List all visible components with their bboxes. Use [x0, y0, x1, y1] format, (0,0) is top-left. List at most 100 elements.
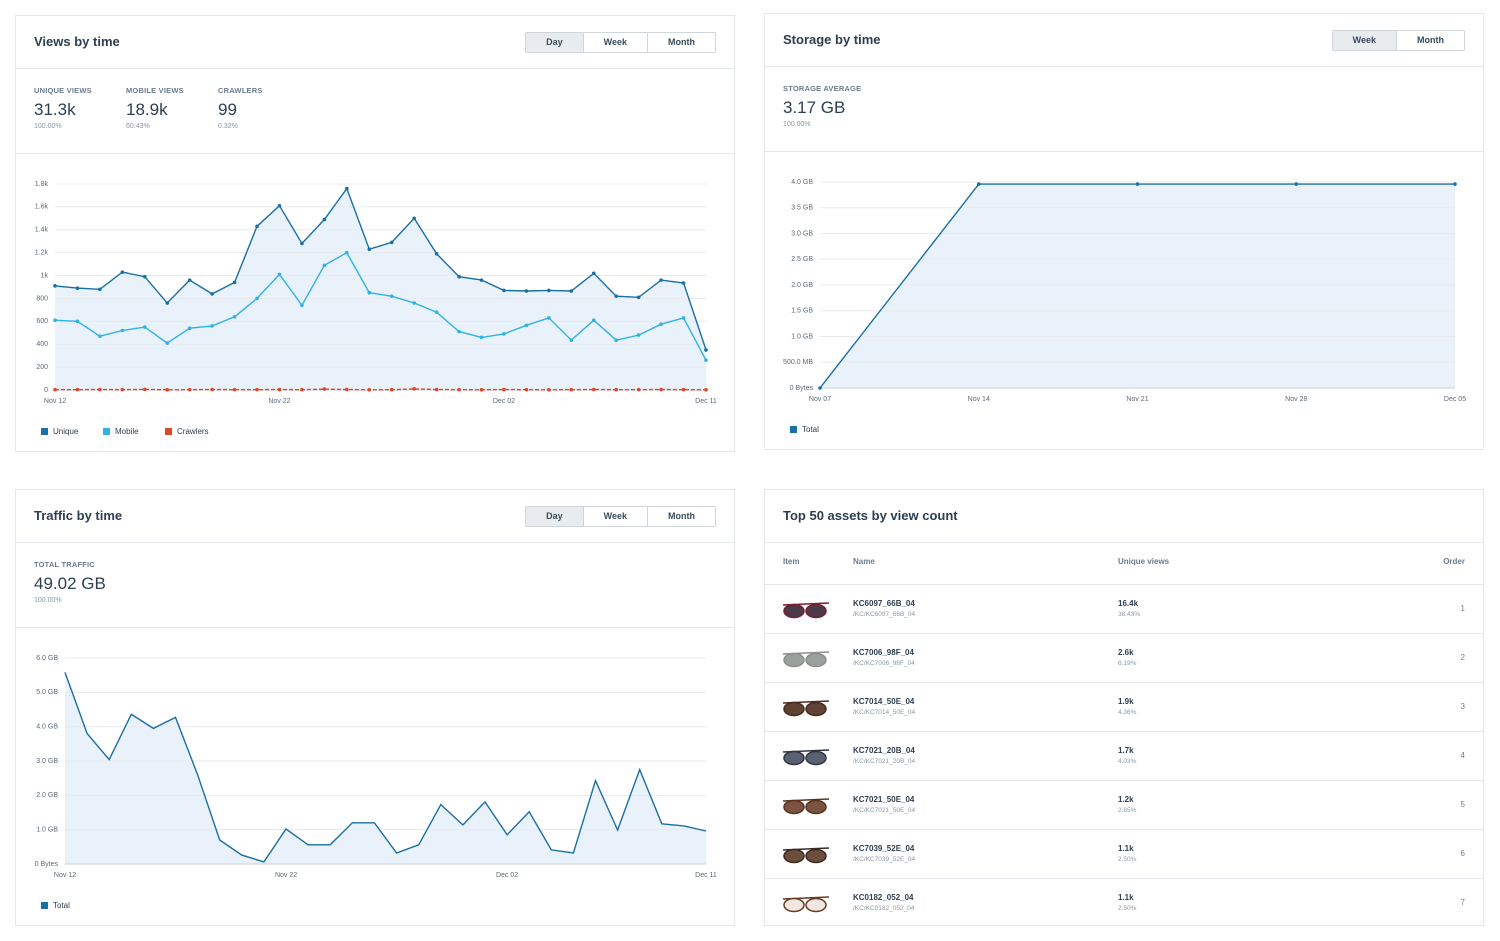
- point: [322, 387, 327, 391]
- period-button[interactable]: Day: [526, 33, 583, 52]
- x-tick-label: Nov 21: [1126, 396, 1148, 403]
- table-row[interactable]: KC6097_66B_04/KC/KC6097_66B_04 16.4k 38.43…: [765, 584, 1483, 634]
- table-row[interactable]: KC7021_20B_04/KC/KC7021_20B_04 1.7k 4.03% 4: [765, 731, 1483, 781]
- y-tick-label: 3.5 GB: [791, 205, 813, 212]
- product-image: [782, 602, 830, 619]
- period-button[interactable]: Week: [582, 33, 647, 52]
- y-tick-label: 1.0 GB: [791, 333, 813, 340]
- lens: [783, 848, 805, 864]
- asset-path: /KC/KC7021_50E_04: [853, 807, 916, 814]
- point: [457, 329, 461, 334]
- point: [389, 240, 394, 245]
- period-button[interactable]: Week: [1332, 31, 1396, 50]
- point: [412, 216, 416, 221]
- point: [636, 387, 641, 392]
- asset-path: /KC/KC7021_20B_04: [853, 758, 916, 765]
- table-row[interactable]: KC0182_052_04/KC/KC0182_052_04 1.1k 2.50% 7: [765, 878, 1483, 928]
- y-tick-label: 0: [44, 387, 48, 394]
- point: [345, 186, 349, 191]
- stat-label: CRAWLERS: [218, 86, 263, 95]
- series-line: [54, 251, 707, 361]
- point: [232, 387, 237, 392]
- panel-title: Top 50 assets by view count: [783, 508, 958, 523]
- y-tick-label: 1.2k: [35, 250, 49, 257]
- lens: [783, 652, 805, 668]
- product-image: [782, 896, 830, 913]
- area: [65, 672, 706, 864]
- point: [389, 294, 394, 298]
- asset-views: 1.9k: [1118, 697, 1134, 706]
- y-tick-label: 2.0 GB: [791, 282, 813, 289]
- button-group: Week Month: [1331, 30, 1465, 51]
- point: [367, 290, 372, 295]
- asset-name: KC0182_052_04: [853, 893, 914, 902]
- asset-name: KC7014_50E_04: [853, 697, 915, 706]
- point: [367, 247, 372, 252]
- button-group: Day Week Month: [525, 506, 716, 527]
- y-tick-label: 2.5 GB: [791, 256, 813, 263]
- table-row[interactable]: KC7021_50E_04/KC/KC7021_50E_04 1.2k 2.85% 5: [765, 780, 1483, 830]
- point: [457, 274, 461, 279]
- point: [75, 319, 80, 324]
- point: [502, 288, 506, 293]
- stat-value: 31.3k: [34, 100, 76, 119]
- x-tick-label: Nov 14: [968, 396, 990, 403]
- stat: UNIQUE VIEWS 31.3k 100.00%: [34, 86, 92, 130]
- legend-label: Unique: [53, 427, 79, 436]
- asset-order: 2: [1460, 653, 1465, 662]
- point: [367, 387, 372, 392]
- stat-share: 100.00%: [34, 597, 62, 604]
- period-button[interactable]: Week: [582, 507, 647, 526]
- asset-order: 5: [1460, 800, 1465, 809]
- asset-path: /KC/KC0182_052_04: [853, 905, 915, 912]
- stat: TOTAL TRAFFIC 49.02 GB 100.00%: [34, 560, 106, 604]
- point: [818, 386, 822, 390]
- panel-title: Traffic by time: [34, 508, 123, 523]
- series-line: [55, 388, 707, 391]
- point: [142, 387, 147, 392]
- y-tick-label: 500.0 MB: [783, 359, 813, 366]
- stat-label: TOTAL TRAFFIC: [34, 560, 95, 569]
- chart: 0 Bytes 1.0 GB 2.0 GB 3.0 GB 4.0 GB 5.0 GB 6.0…: [35, 655, 717, 910]
- panel: Top 50 assets by view count Item Name Uniqu…: [764, 489, 1484, 926]
- asset-share: 4.03%: [1118, 758, 1137, 765]
- lens: [805, 799, 827, 815]
- button-group: Day Week Month: [525, 32, 716, 53]
- point: [300, 241, 304, 246]
- point: [165, 301, 170, 305]
- divider: [765, 151, 1483, 152]
- period-button[interactable]: Month: [1396, 31, 1464, 50]
- point: [210, 324, 214, 328]
- period-button[interactable]: Month: [647, 33, 715, 52]
- point: [614, 387, 619, 392]
- table-row[interactable]: KC7006_98F_04/KC/KC7006_98F_04 2.6k 6.19% 2: [765, 633, 1483, 683]
- point: [636, 333, 641, 337]
- product-image: [782, 651, 830, 668]
- point: [659, 387, 663, 392]
- legend-swatch: [790, 426, 797, 433]
- period-button[interactable]: Month: [647, 507, 715, 526]
- stat-share: 0.32%: [218, 123, 238, 130]
- table-row[interactable]: KC7039_52E_04/KC/KC7039_52E_04 1.1k 2.50% 6: [765, 829, 1483, 879]
- point: [976, 182, 981, 186]
- y-tick-label: 400: [36, 341, 48, 348]
- period-button[interactable]: Day: [526, 507, 583, 526]
- point: [659, 322, 663, 326]
- x-tick-label: Nov 12: [44, 398, 66, 405]
- divider: [16, 542, 734, 543]
- point: [120, 270, 125, 274]
- point: [457, 387, 461, 392]
- point: [75, 387, 80, 392]
- asset-name: KC7006_98F_04: [853, 648, 914, 657]
- point: [547, 387, 551, 392]
- product-image: [782, 847, 830, 864]
- stat: CRAWLERS 99 0.32%: [218, 86, 263, 130]
- asset-views: 16.4k: [1118, 599, 1139, 608]
- x-tick-label: Dec 11: [695, 872, 717, 879]
- legend-swatch: [103, 428, 110, 435]
- y-tick-label: 1.5 GB: [791, 308, 813, 315]
- table-row[interactable]: KC7014_50E_04/KC/KC7014_50E_04 1.9k 4.36% 3: [765, 682, 1483, 732]
- point: [502, 332, 506, 336]
- point: [479, 387, 484, 392]
- x-tick-label: Nov 12: [54, 872, 76, 879]
